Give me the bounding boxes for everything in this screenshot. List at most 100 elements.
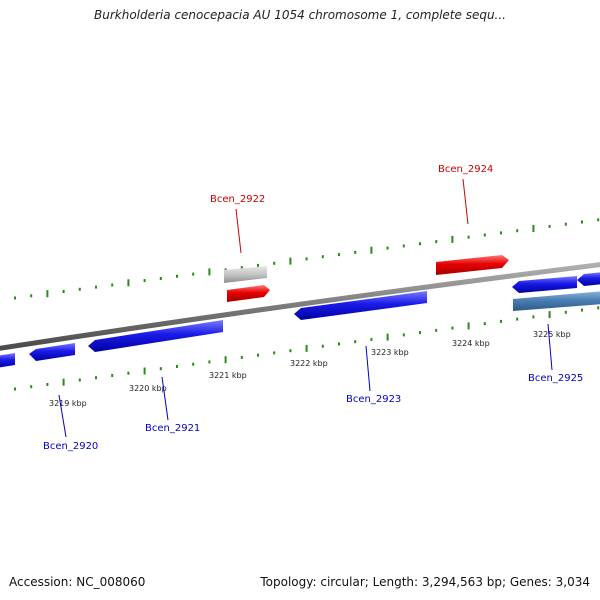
minor-tick [111, 374, 114, 377]
minor-tick [500, 319, 502, 323]
gene-labels: Bcen_2920 Bcen_2921 Bcen_2922 Bcen_2923 … [43, 164, 583, 452]
gene-label-leaders [58, 178, 553, 438]
major-tick [289, 257, 292, 265]
minor-tick [386, 246, 389, 250]
minor-tick [354, 340, 357, 344]
minor-tick [192, 272, 195, 276]
major-tick [548, 311, 551, 319]
gene-track [0, 255, 600, 368]
minor-tick [192, 362, 195, 366]
minor-tick [257, 263, 259, 267]
minor-tick [62, 290, 65, 293]
minor-tick [127, 371, 130, 375]
gene-bcen-2922-pseudo-feature[interactable] [224, 266, 267, 283]
minor-tick [597, 306, 600, 310]
gene-bcen-2925-feature[interactable] [513, 291, 600, 311]
minor-tick [532, 315, 535, 319]
minor-tick [159, 367, 162, 371]
gene-label-bcen-2921[interactable]: Bcen_2921 [145, 423, 200, 434]
minor-tick [483, 233, 486, 237]
minor-tick [46, 383, 49, 386]
minor-tick [321, 255, 324, 259]
minor-tick [305, 257, 308, 261]
leader-bcen-2924 [462, 178, 469, 225]
major-tick [532, 225, 535, 232]
minor-tick [402, 244, 405, 248]
major-tick [370, 246, 373, 254]
minor-tick [143, 279, 146, 283]
major-tick [62, 378, 65, 386]
minor-tick [30, 385, 33, 389]
minor-tick [78, 287, 81, 291]
minor-tick [14, 296, 16, 300]
minor-tick [159, 277, 162, 280]
major-tick [46, 290, 49, 298]
topology-summary-text: Topology: circular; Length: 3,294,563 bp… [260, 575, 590, 589]
gene-label-bcen-2924[interactable]: Bcen_2924 [438, 164, 493, 175]
minor-tick [338, 253, 340, 257]
gene-bcen-2924-feature[interactable] [436, 255, 509, 275]
minor-tick [581, 308, 583, 312]
ruler-label-3223: 3223 kbp [371, 348, 409, 357]
minor-tick [451, 326, 454, 330]
ruler-labels: 3219 kbp 3220 kbp 3221 kbp 3222 kbp 3223… [49, 330, 571, 408]
ruler-label-3224: 3224 kbp [452, 339, 490, 348]
minor-tick [435, 328, 438, 332]
leader-bcen-2925 [547, 323, 553, 371]
minor-tick [30, 294, 33, 298]
chromosome-backbone [0, 262, 600, 351]
major-tick [224, 356, 227, 364]
major-tick [143, 367, 146, 375]
ruler-label-3221: 3221 kbp [209, 371, 247, 380]
gene-bcen-2921-feature[interactable] [88, 320, 223, 352]
minor-tick [581, 220, 583, 224]
gene-bcen-2920-b-feature[interactable] [29, 343, 75, 361]
gene-bcen-2925-blue-feature[interactable] [512, 276, 577, 293]
minor-tick [289, 349, 292, 353]
minor-tick [338, 342, 340, 346]
gene-label-bcen-2923[interactable]: Bcen_2923 [346, 394, 401, 405]
gene-label-bcen-2922[interactable]: Bcen_2922 [210, 194, 265, 205]
forward-tick-row [14, 218, 600, 300]
minor-tick [240, 355, 243, 359]
minor-tick [548, 224, 551, 228]
leader-bcen-2922 [235, 208, 242, 254]
minor-tick [224, 268, 227, 272]
ruler-label-3222: 3222 kbp [290, 359, 328, 368]
minor-tick [467, 235, 470, 239]
minor-tick [273, 261, 276, 265]
minor-tick [78, 378, 81, 382]
leader-bcen-2923 [365, 345, 371, 392]
major-tick [208, 268, 211, 276]
minor-tick [111, 283, 114, 287]
minor-tick [564, 222, 567, 226]
ruler-label-3225: 3225 kbp [533, 330, 571, 339]
minor-tick [516, 317, 519, 321]
gene-label-bcen-2925[interactable]: Bcen_2925 [528, 373, 583, 384]
minor-tick [257, 353, 259, 357]
gene-bcen-2922-feature[interactable] [227, 285, 270, 302]
gene-bcen-2920-feature[interactable] [0, 353, 15, 368]
minor-tick [500, 231, 502, 235]
gene-edge-feature[interactable] [577, 272, 600, 286]
minor-tick [597, 218, 600, 222]
minor-tick [370, 337, 373, 341]
minor-tick [176, 274, 178, 278]
minor-tick [176, 365, 178, 368]
minor-tick [435, 240, 438, 244]
major-tick [386, 333, 389, 341]
gene-label-bcen-2920[interactable]: Bcen_2920 [43, 441, 98, 452]
minor-tick [483, 322, 486, 326]
major-tick [305, 344, 308, 352]
map-title: Burkholderia cenocepacia AU 1054 chromos… [94, 8, 506, 22]
leader-bcen-2921 [161, 376, 169, 421]
major-tick [127, 279, 130, 287]
minor-tick [419, 331, 421, 335]
leader-bcen-2920 [58, 394, 67, 438]
minor-tick [95, 285, 97, 289]
minor-tick [273, 351, 276, 355]
gene-bcen-2923-feature[interactable] [294, 291, 427, 320]
minor-tick [240, 266, 243, 270]
minor-tick [321, 344, 324, 348]
